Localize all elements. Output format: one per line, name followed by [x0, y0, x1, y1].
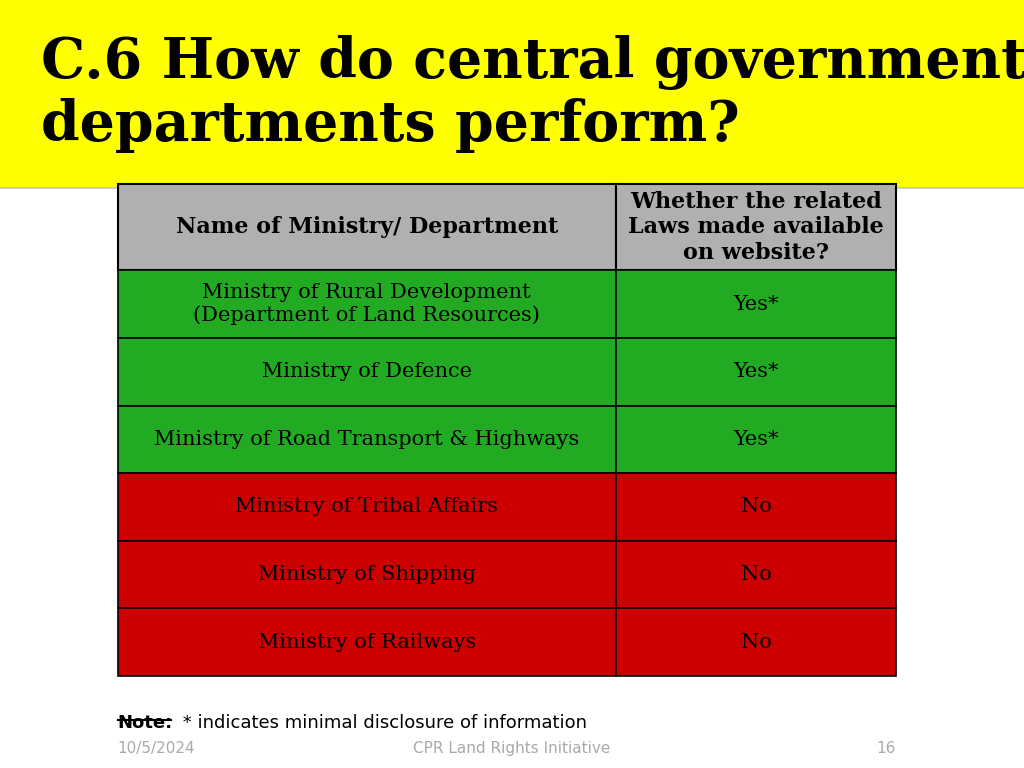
Text: 16: 16 — [877, 741, 896, 756]
Text: No: No — [740, 498, 771, 516]
Text: Ministry of Tribal Affairs: Ministry of Tribal Affairs — [236, 498, 499, 516]
Text: Ministry of Railways: Ministry of Railways — [258, 633, 476, 651]
Text: C.6 How do central government
departments perform?: C.6 How do central government department… — [41, 35, 1024, 154]
Text: * indicates minimal disclosure of information: * indicates minimal disclosure of inform… — [177, 714, 587, 732]
Text: Yes*: Yes* — [733, 362, 778, 381]
Text: No: No — [740, 565, 771, 584]
Text: Whether the related
Laws made available
on website?: Whether the related Laws made available … — [628, 191, 884, 263]
Text: Note:: Note: — [118, 714, 173, 732]
Text: Ministry of Rural Development
(Department of Land Resources): Ministry of Rural Development (Departmen… — [194, 283, 541, 325]
Text: Ministry of Road Transport & Highways: Ministry of Road Transport & Highways — [155, 430, 580, 449]
Text: Ministry of Defence: Ministry of Defence — [262, 362, 472, 381]
Text: No: No — [740, 633, 771, 651]
Text: Yes*: Yes* — [733, 295, 778, 313]
Text: 10/5/2024: 10/5/2024 — [118, 741, 196, 756]
Text: CPR Land Rights Initiative: CPR Land Rights Initiative — [414, 741, 610, 756]
Text: Yes*: Yes* — [733, 430, 778, 449]
Text: Name of Ministry/ Department: Name of Ministry/ Department — [176, 217, 558, 238]
Text: Ministry of Shipping: Ministry of Shipping — [258, 565, 476, 584]
